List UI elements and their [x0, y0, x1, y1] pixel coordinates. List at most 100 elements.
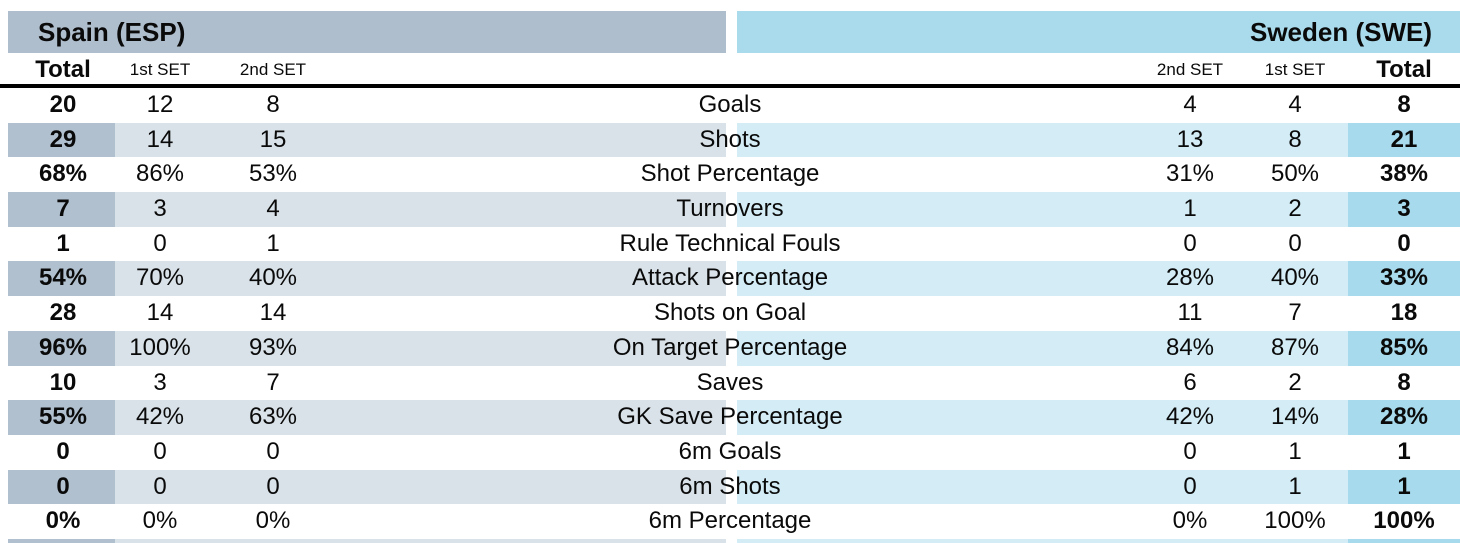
away-set1-value: 8 — [1288, 125, 1302, 153]
away-row-background — [737, 192, 1460, 227]
away-set2-value: 4 — [1183, 91, 1197, 118]
home-set2-value: 53% — [248, 160, 298, 188]
home-total-value: 0% — [45, 507, 81, 535]
home-set1-value: 0% — [142, 507, 178, 535]
away-set1-value: 87% — [1270, 333, 1320, 361]
stat-label: Rule Technical Fouls — [619, 229, 841, 257]
home-total-value: 7 — [56, 195, 70, 223]
home-set2-value: 0 — [266, 437, 280, 465]
stat-label: Goals — [698, 91, 762, 118]
home-set2-value: 4 — [266, 195, 280, 223]
away-set1-value: 0 — [1288, 229, 1302, 257]
away-total-value: 8 — [1397, 91, 1411, 118]
home-set1-value: 14 — [146, 299, 174, 327]
away-set1-value: 40% — [1270, 264, 1320, 292]
away-row-background — [737, 469, 1460, 505]
home-row-background — [8, 469, 726, 505]
home-set1-value: 86% — [135, 160, 185, 188]
away-row-background — [737, 400, 1460, 435]
away-total-value: 85% — [1379, 333, 1429, 361]
away-total-cell-background — [1348, 122, 1460, 158]
home-set1-value: 3 — [153, 195, 167, 223]
away-set2-value: 42% — [1165, 403, 1215, 431]
away-set2-value: 0 — [1183, 229, 1197, 257]
stat-label: GK Save Percentage — [617, 403, 843, 431]
stat-row: 96% 100% 93% On Target Percentage 84% 87… — [0, 330, 1460, 366]
away-total-value: 100% — [1373, 507, 1435, 535]
home-set2-value: 7 — [266, 368, 280, 396]
stat-row: 68% 86% 53% Shot Percentage 31% 50% 38% — [0, 157, 1460, 192]
away-set1-value: 2 — [1288, 368, 1302, 396]
away-team-header: Sweden (SWE) — [737, 11, 1460, 53]
stat-row: 1 0 1 Rule Technical Fouls 0 0 0 — [0, 227, 1460, 262]
away-set2-value: 0 — [1183, 472, 1197, 500]
home-set2-value: 93% — [248, 333, 298, 361]
away-total-value: 21 — [1390, 125, 1418, 153]
home-total-value: 0 — [56, 437, 70, 465]
away-total-cell-background — [1348, 261, 1460, 297]
away-total-value: 38% — [1379, 160, 1429, 188]
home-set2-value: 0 — [266, 472, 280, 500]
match-statistics-table: Spain (ESP) Sweden (SWE) Total 1st SET 2… — [0, 11, 1460, 543]
home-set1-value: 12 — [146, 91, 174, 118]
header-gap — [726, 11, 737, 53]
away-row-background — [737, 261, 1460, 297]
stat-row: 0 0 0 6m Goals 0 1 1 — [0, 435, 1460, 470]
home-row-background — [8, 400, 726, 435]
away-total-value: 33% — [1379, 264, 1429, 292]
team-header-row: Spain (ESP) Sweden (SWE) — [0, 11, 1460, 53]
stat-label: Attack Percentage — [631, 264, 829, 292]
away-total-cell-background — [1348, 400, 1460, 435]
stat-row: 0% 0% 0% 6m Percentage 0% 100% 100% — [0, 504, 1460, 539]
away-set1-value: 50% — [1270, 160, 1320, 188]
away-set2-value: 31% — [1165, 160, 1215, 188]
home-set2-column-header: 2nd SET — [239, 60, 307, 79]
home-set2-value: 1 — [266, 229, 280, 257]
away-set1-column-header: 1st SET — [1264, 60, 1326, 79]
away-total-value: 8 — [1397, 368, 1411, 396]
away-total-cell-background — [1348, 330, 1460, 366]
stat-row: 10 3 7 Saves 6 2 8 — [0, 366, 1460, 401]
home-set1-value: 100% — [129, 333, 191, 361]
home-total-value: 54% — [38, 264, 88, 292]
away-total-value: 18 — [1390, 299, 1418, 327]
stat-label: Shots on Goal — [653, 299, 807, 327]
away-row-background — [737, 122, 1460, 158]
away-total-value: 3 — [1397, 195, 1411, 223]
home-total-value: 29 — [49, 125, 77, 153]
stat-row: 7 3 4 Turnovers 1 2 3 — [0, 192, 1460, 227]
stat-label: Shots — [699, 125, 761, 153]
away-set1-value: 100% — [1264, 507, 1326, 535]
stat-row: 29 14 15 Shots 13 8 21 — [0, 122, 1460, 158]
away-set1-value: 1 — [1288, 472, 1302, 500]
home-set2-value: 40% — [248, 264, 298, 292]
partial-next-row — [0, 538, 1460, 543]
home-row-background — [8, 122, 726, 158]
home-total-value: 28 — [49, 299, 77, 327]
away-set2-value: 28% — [1165, 264, 1215, 292]
stat-label: Turnovers — [676, 195, 784, 223]
home-set2-value: 15 — [259, 125, 287, 153]
away-total-value: 1 — [1397, 472, 1411, 500]
stat-row: 54% 70% 40% Attack Percentage 28% 40% 33… — [0, 261, 1460, 297]
home-set2-value: 14 — [259, 299, 287, 327]
home-set1-value: 14 — [146, 125, 174, 153]
away-set1-value: 7 — [1288, 299, 1302, 327]
home-team-header: Spain (ESP) — [8, 11, 726, 53]
home-total-value: 0 — [56, 472, 70, 500]
home-total-value: 55% — [38, 403, 88, 431]
stat-label: 6m Percentage — [648, 507, 812, 535]
away-set2-value: 84% — [1165, 333, 1215, 361]
away-set2-value: 6 — [1183, 368, 1197, 396]
away-set2-value: 1 — [1183, 195, 1197, 223]
home-set2-value: 8 — [266, 91, 280, 118]
home-total-cell-background — [8, 330, 115, 366]
away-set1-value: 1 — [1288, 437, 1302, 465]
away-total-value: 1 — [1397, 437, 1411, 465]
stat-label: 6m Goals — [678, 437, 782, 465]
home-total-value: 20 — [49, 91, 77, 118]
stat-row: 55% 42% 63% GK Save Percentage 42% 14% 2… — [0, 400, 1460, 435]
home-total-cell-background — [8, 469, 115, 505]
home-total-value: 10 — [49, 368, 77, 396]
stat-row: 0 0 0 6m Shots 0 1 1 — [0, 469, 1460, 505]
